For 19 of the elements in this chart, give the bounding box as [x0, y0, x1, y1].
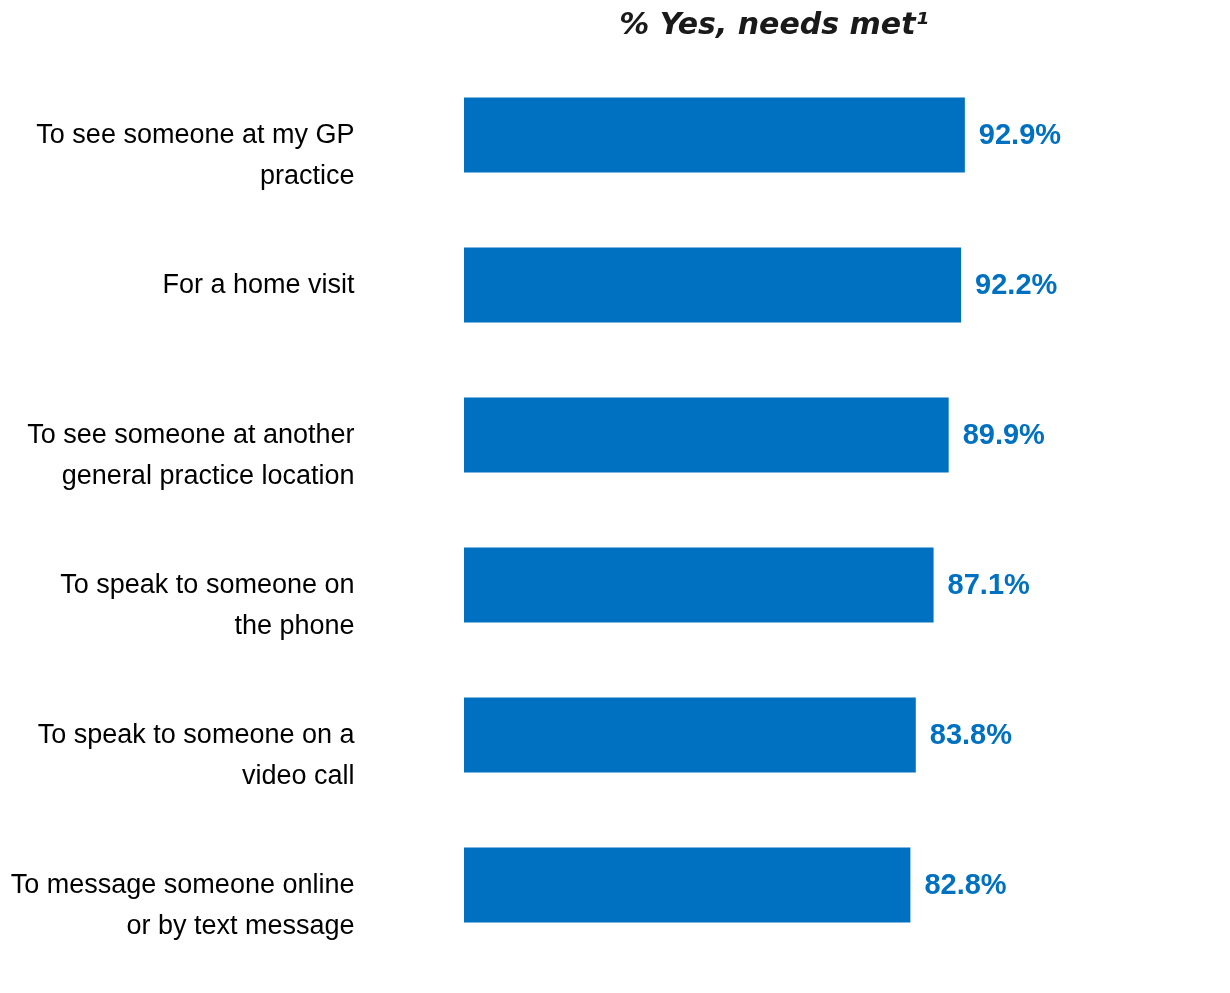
y-tick-label: To message someone online or by text message	[10, 869, 355, 940]
chart-title: % Yes, needs met¹	[619, 6, 929, 41]
data-label: 89.9%	[962, 418, 1046, 450]
bar	[464, 847, 911, 923]
y-tick-label: For a home visit	[162, 269, 355, 299]
y-tick-label: To speak to someone on the phone	[60, 569, 355, 640]
y-tick-label: To see someone at my GP practice	[36, 119, 355, 190]
bar	[464, 697, 916, 773]
bar	[464, 547, 934, 623]
data-label: 92.2%	[975, 268, 1058, 300]
data-label: 92.9%	[978, 118, 1062, 150]
data-label: 83.8%	[929, 718, 1013, 750]
data-label: 82.8%	[924, 868, 1007, 900]
bar	[464, 97, 965, 173]
bar	[464, 397, 949, 473]
bar	[464, 247, 962, 323]
y-tick-label: To see someone at another general practice location	[27, 419, 355, 490]
y-tick-label: To speak to someone on a video call	[37, 719, 356, 790]
data-label: 87.1%	[947, 568, 1031, 600]
